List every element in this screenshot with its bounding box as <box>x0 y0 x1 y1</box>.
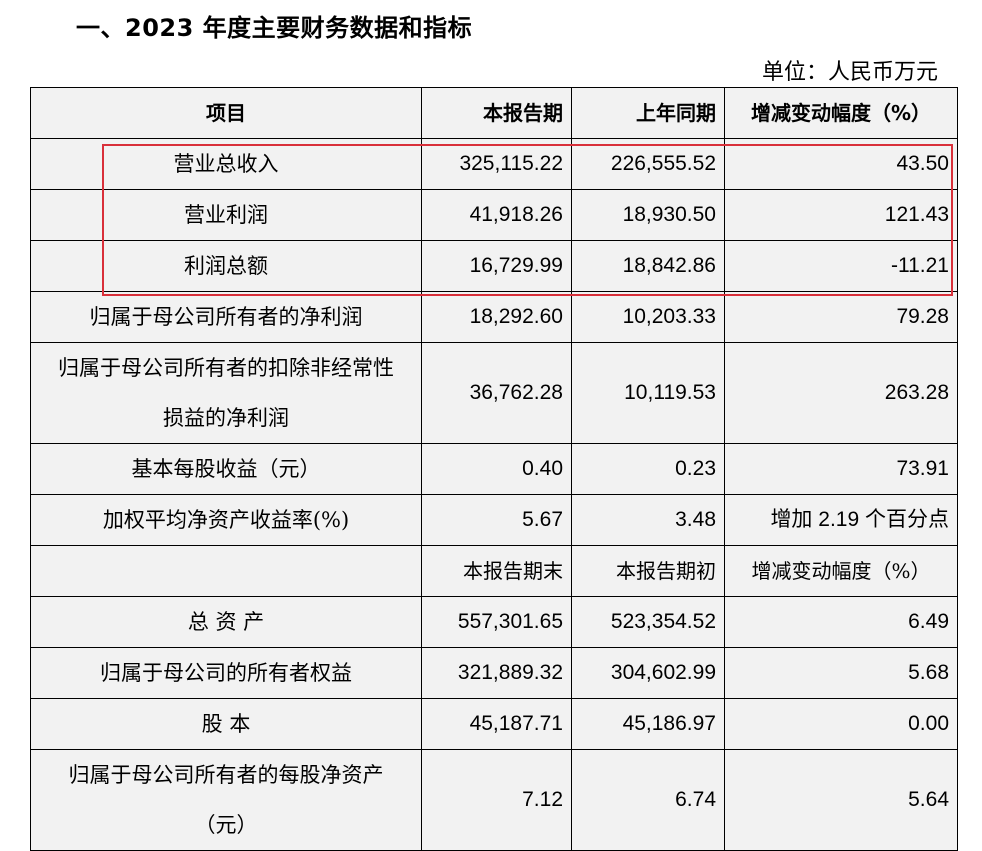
table-row: 归属于母公司的所有者权益 321,889.32 304,602.99 5.68 <box>30 647 958 699</box>
table-row: 股 本 45,187.71 45,186.97 0.00 <box>30 698 958 750</box>
cell-end: 557,301.65 <box>421 596 572 648</box>
cell-current: 0.40 <box>421 443 572 495</box>
cell-begin: 6.74 <box>571 749 725 851</box>
cell-begin: 304,602.99 <box>571 647 725 699</box>
cell-end: 321,889.32 <box>421 647 572 699</box>
financial-data-table: 项目 本报告期 上年同期 增减变动幅度（%） 营业总收入 325,115.22 … <box>30 87 958 851</box>
row-label: 基本每股收益（元） <box>30 443 422 495</box>
cell-prior: 226,555.52 <box>571 138 725 190</box>
change-value: 2.19 <box>818 508 860 531</box>
table-row: 归属于母公司所有者的净利润 18,292.60 10,203.33 79.28 <box>30 291 958 343</box>
table-row: 归属于母公司所有者的扣除非经常性 损益的净利润 36,762.28 10,119… <box>30 342 958 444</box>
cell-change: 73.91 <box>724 443 958 495</box>
row-label-line2: （元） <box>194 813 258 837</box>
cell-prior: 10,203.33 <box>571 291 725 343</box>
row-label: 归属于母公司所有者的净利润 <box>30 291 422 343</box>
cell-change: 6.49 <box>724 596 958 648</box>
header-item: 项目 <box>30 87 422 139</box>
row-label: 归属于母公司所有者的每股净资产 （元） <box>30 749 422 851</box>
row-label: 归属于母公司所有者的扣除非经常性 损益的净利润 <box>30 342 422 444</box>
cell-change: 43.50 <box>724 138 958 190</box>
cell-current: 36,762.28 <box>421 342 572 444</box>
row-label: 归属于母公司的所有者权益 <box>30 647 422 699</box>
change-suffix: 个百分点 <box>865 508 949 531</box>
cell-prior: 0.23 <box>571 443 725 495</box>
table-row: 利润总额 16,729.99 18,842.86 -11.21 <box>30 240 958 292</box>
cell-current: 16,729.99 <box>421 240 572 292</box>
table-row: 营业总收入 325,115.22 226,555.52 43.50 <box>30 138 958 190</box>
row-label: 总 资 产 <box>30 596 422 648</box>
table-row: 总 资 产 557,301.65 523,354.52 6.49 <box>30 596 958 648</box>
row-label: 营业利润 <box>30 189 422 241</box>
table-subheader-row: 本报告期末 本报告期初 增减变动幅度（%） <box>30 545 958 597</box>
row-label-line1: 归属于母公司所有者的扣除非经常性 <box>58 356 394 380</box>
cell-change: 增加 2.19 个百分点 <box>724 494 958 546</box>
subheader-change-pct: 增减变动幅度（%） <box>724 545 958 597</box>
cell-prior: 18,930.50 <box>571 189 725 241</box>
cell-change: 121.43 <box>724 189 958 241</box>
cell-end: 7.12 <box>421 749 572 851</box>
cell-current: 41,918.26 <box>421 189 572 241</box>
unit-label: 单位：人民币万元 <box>761 60 938 85</box>
cell-current: 325,115.22 <box>421 138 572 190</box>
subheader-empty <box>30 545 422 597</box>
section-title: 一、2023 年度主要财务数据和指标 <box>76 14 473 42</box>
cell-prior: 3.48 <box>571 494 725 546</box>
cell-change: 263.28 <box>724 342 958 444</box>
cell-prior: 10,119.53 <box>571 342 725 444</box>
row-label: 利润总额 <box>30 240 422 292</box>
header-prior-period: 上年同期 <box>571 87 725 139</box>
header-current-period: 本报告期 <box>421 87 572 139</box>
table-row: 营业利润 41,918.26 18,930.50 121.43 <box>30 189 958 241</box>
table-row: 基本每股收益（元） 0.40 0.23 73.91 <box>30 443 958 495</box>
cell-current: 18,292.60 <box>421 291 572 343</box>
table-row: 加权平均净资产收益率(%) 5.67 3.48 增加 2.19 个百分点 <box>30 494 958 546</box>
change-prefix: 增加 <box>770 508 813 531</box>
cell-begin: 523,354.52 <box>571 596 725 648</box>
row-label: 加权平均净资产收益率(%) <box>30 494 422 546</box>
subheader-period-begin: 本报告期初 <box>571 545 725 597</box>
subheader-period-end: 本报告期末 <box>421 545 572 597</box>
cell-change: 5.68 <box>724 647 958 699</box>
row-label: 股 本 <box>30 698 422 750</box>
cell-change: 5.64 <box>724 749 958 851</box>
cell-end: 45,187.71 <box>421 698 572 750</box>
row-label-line1: 归属于母公司所有者的每股净资产 <box>68 763 384 787</box>
cell-change: 79.28 <box>724 291 958 343</box>
cell-begin: 45,186.97 <box>571 698 725 750</box>
cell-current: 5.67 <box>421 494 572 546</box>
table-header-row: 项目 本报告期 上年同期 增减变动幅度（%） <box>30 87 958 139</box>
header-change-pct: 增减变动幅度（%） <box>724 87 958 139</box>
row-label-line2: 损益的净利润 <box>163 406 289 430</box>
row-label: 营业总收入 <box>30 138 422 190</box>
cell-change: -11.21 <box>724 240 958 292</box>
cell-prior: 18,842.86 <box>571 240 725 292</box>
cell-change: 0.00 <box>724 698 958 750</box>
table-row: 归属于母公司所有者的每股净资产 （元） 7.12 6.74 5.64 <box>30 749 958 851</box>
